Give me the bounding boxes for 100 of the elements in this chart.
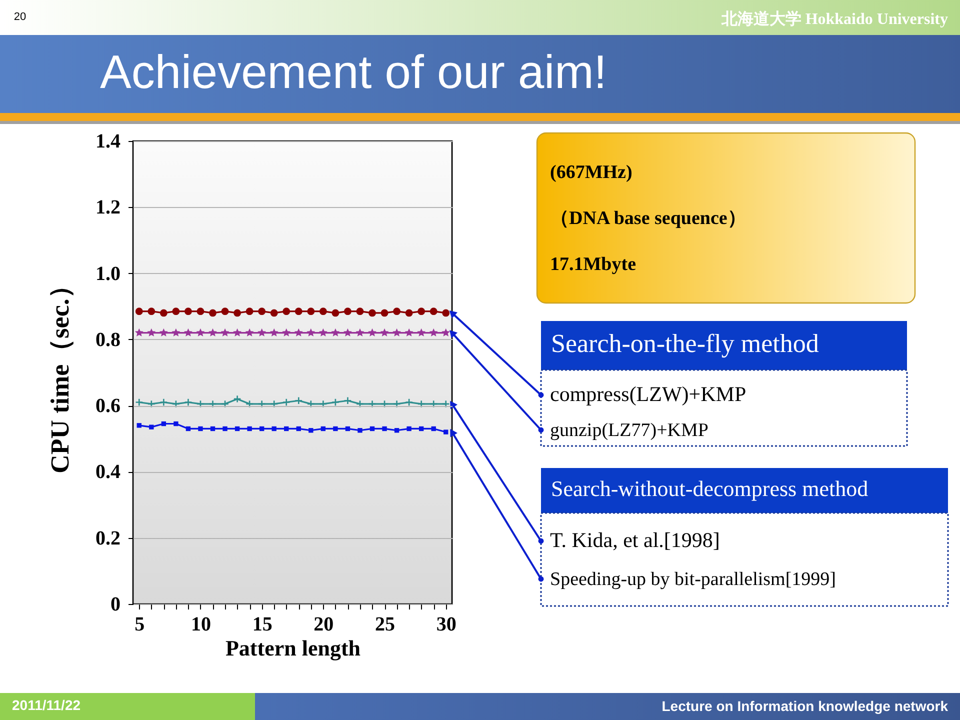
point: [147, 328, 156, 336]
y-tick-label: 0.8: [96, 328, 120, 351]
point: [308, 428, 314, 433]
point: [368, 309, 376, 317]
point: [429, 328, 438, 336]
text: (667MHz): [550, 162, 632, 183]
point: [296, 426, 301, 432]
point: [294, 396, 303, 405]
point: [380, 400, 389, 408]
y-tick-label: 0.2: [96, 527, 120, 550]
point: [221, 400, 230, 408]
y-tick-label: 0.4: [96, 461, 120, 484]
point: [331, 328, 340, 336]
x-tick-label: 30: [436, 614, 456, 636]
y-tick-label: 1.2: [96, 196, 120, 219]
point: [222, 426, 228, 432]
chart-title: Achievement of our aim!: [100, 45, 607, 98]
point: [233, 328, 242, 336]
point: [172, 400, 180, 408]
point: [234, 309, 241, 317]
point: [356, 308, 364, 316]
point: [442, 400, 450, 408]
point: [208, 400, 217, 408]
point: [356, 328, 364, 336]
point: [356, 400, 364, 408]
point: [380, 328, 389, 336]
point: [405, 309, 413, 317]
point: [418, 308, 426, 316]
point: [246, 400, 254, 408]
y-tick-label: 0: [110, 594, 120, 616]
point: [221, 308, 229, 316]
point: [270, 309, 278, 317]
point: [404, 328, 414, 336]
point: [209, 309, 216, 317]
point: [392, 328, 402, 336]
text: Search-on-the-fly method: [551, 329, 819, 358]
text: 17.1Mbyte: [550, 254, 636, 275]
point: [430, 400, 438, 408]
point: [333, 426, 338, 432]
point: [159, 328, 168, 336]
point: [370, 426, 375, 432]
text: Lecture on Information knowledge network: [662, 698, 948, 714]
x-tick-label: 5: [134, 614, 145, 636]
point: [307, 308, 315, 316]
point: [431, 426, 436, 432]
x-axis-title: Pattern length: [225, 636, 361, 660]
point: [382, 426, 387, 432]
point: [196, 400, 204, 408]
point: [306, 400, 315, 408]
point: [172, 308, 180, 316]
point: [331, 398, 340, 406]
point: [258, 400, 266, 408]
point: [405, 398, 414, 406]
y-tick-label: 1.0: [96, 262, 120, 285]
point: [344, 396, 352, 405]
point: [247, 426, 252, 432]
text: （DNA base sequence）: [550, 208, 746, 229]
point: [343, 328, 352, 336]
text: Search-without-decompress method: [551, 476, 868, 501]
point: [234, 426, 240, 432]
point: [358, 428, 362, 433]
point: [294, 328, 303, 336]
point: [320, 426, 326, 432]
point: [270, 328, 278, 336]
point: [184, 328, 192, 336]
y-tick-label: 1.4: [96, 130, 120, 152]
y-tick-label: 0.6: [96, 395, 120, 418]
point: [270, 400, 278, 408]
point: [246, 308, 254, 316]
point: [233, 394, 242, 403]
point: [294, 308, 302, 316]
point: [282, 328, 291, 336]
point: [172, 328, 180, 336]
point: [417, 400, 426, 408]
text: 20: [14, 11, 26, 23]
point: [186, 426, 191, 432]
point: [208, 328, 218, 336]
point: [210, 426, 216, 432]
point: [306, 328, 316, 336]
point: [406, 426, 412, 432]
point: [198, 426, 203, 432]
point: [147, 400, 156, 408]
point: [282, 308, 290, 316]
point: [394, 428, 400, 433]
x-tick-label: 10: [190, 614, 211, 636]
point: [136, 423, 142, 428]
text: 2011/11/22: [12, 697, 81, 713]
point: [444, 430, 448, 434]
point: [272, 426, 276, 432]
point: [196, 328, 205, 336]
point: [258, 328, 266, 336]
point: [220, 328, 230, 336]
point: [392, 400, 401, 408]
point: [319, 400, 328, 408]
point: [393, 308, 400, 316]
point: [442, 328, 450, 336]
point: [149, 424, 154, 430]
point: [184, 398, 192, 406]
point: [135, 398, 144, 406]
point: [442, 309, 450, 317]
